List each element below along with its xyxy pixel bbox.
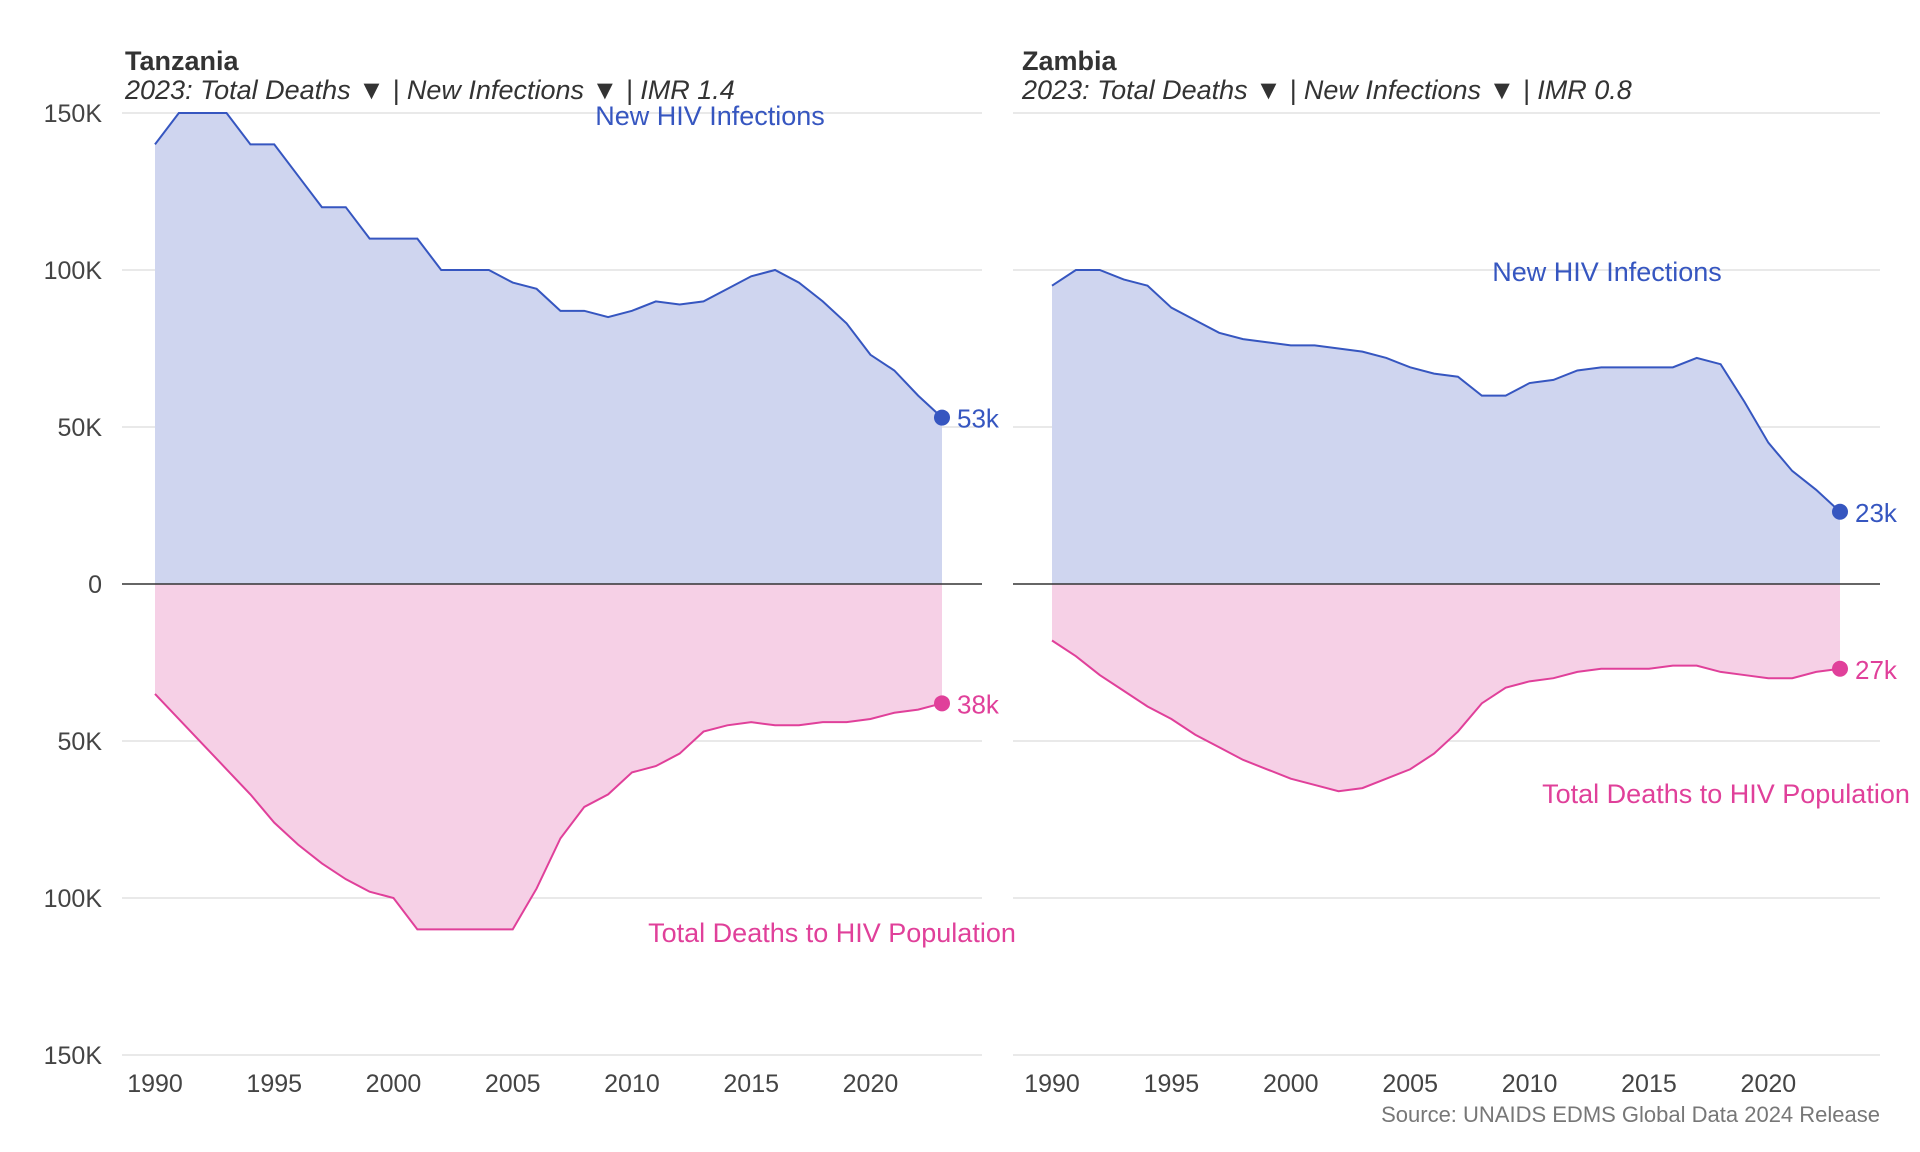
- infections-end-label: 53k: [957, 404, 1000, 434]
- panel-subtitle: 2023: Total Deaths ▼ | New Infections ▼ …: [1021, 75, 1632, 105]
- x-tick-label: 2005: [1382, 1070, 1438, 1098]
- x-tick-label: 1990: [127, 1070, 183, 1098]
- deaths-end-point: [1832, 660, 1848, 677]
- infections-end-point: [934, 409, 950, 426]
- x-tick-label: 2010: [604, 1070, 660, 1098]
- deaths-end-point: [934, 695, 950, 712]
- y-tick-label: 100K: [44, 257, 103, 285]
- deaths-end-label: 27k: [1855, 655, 1898, 685]
- x-tick-label: 1995: [246, 1070, 302, 1098]
- x-tick-label: 2000: [1263, 1070, 1319, 1098]
- y-tick-label: 150K: [44, 1042, 103, 1070]
- y-tick-label: 0: [88, 571, 102, 599]
- infections-end-point: [1832, 503, 1848, 520]
- infections-area: [1052, 270, 1840, 584]
- source-note: Source: UNAIDS EDMS Global Data 2024 Rel…: [1381, 1102, 1880, 1127]
- deaths-line: [1051, 639, 1841, 793]
- infections-line: [1051, 269, 1841, 513]
- deaths-area: [155, 584, 942, 930]
- x-tick-label: 2020: [1741, 1070, 1797, 1098]
- x-tick-label: 2015: [723, 1070, 779, 1098]
- panel-subtitle: 2023: Total Deaths ▼ | New Infections ▼ …: [124, 75, 735, 105]
- infections-end-label: 23k: [1855, 498, 1898, 528]
- y-tick-label: 100K: [44, 885, 103, 913]
- panel-tanzania: Tanzania 2023: Total Deaths ▼ | New Infe…: [122, 46, 1016, 1098]
- infections-area: [155, 113, 942, 584]
- panel-title: Tanzania: [125, 46, 240, 76]
- panel-zambia: Zambia 2023: Total Deaths ▼ | New Infect…: [1013, 46, 1910, 1098]
- x-tick-label: 2020: [843, 1070, 899, 1098]
- series-label-deaths: Total Deaths to HIV Population: [1542, 779, 1910, 809]
- x-tick-label: 2015: [1621, 1070, 1677, 1098]
- y-tick-label: 50K: [58, 414, 103, 442]
- infections-line: [154, 112, 943, 419]
- y-tick-label: 50K: [58, 728, 103, 756]
- x-tick-label: 2005: [485, 1070, 541, 1098]
- x-tick-label: 1990: [1024, 1070, 1080, 1098]
- series-label-deaths: Total Deaths to HIV Population: [648, 918, 1016, 948]
- x-tick-label: 1995: [1144, 1070, 1200, 1098]
- panel-title: Zambia: [1022, 46, 1118, 76]
- series-label-infections: New HIV Infections: [1492, 257, 1722, 287]
- series-label-infections: New HIV Infections: [595, 101, 825, 131]
- deaths-line: [154, 693, 943, 931]
- y-axis: 150K 100K 50K 0 50K 100K 150K: [44, 100, 103, 1070]
- x-tick-label: 2010: [1502, 1070, 1558, 1098]
- x-tick-label: 2000: [366, 1070, 422, 1098]
- deaths-end-label: 38k: [957, 689, 1000, 719]
- deaths-area: [1052, 584, 1840, 792]
- y-tick-label: 150K: [44, 100, 103, 128]
